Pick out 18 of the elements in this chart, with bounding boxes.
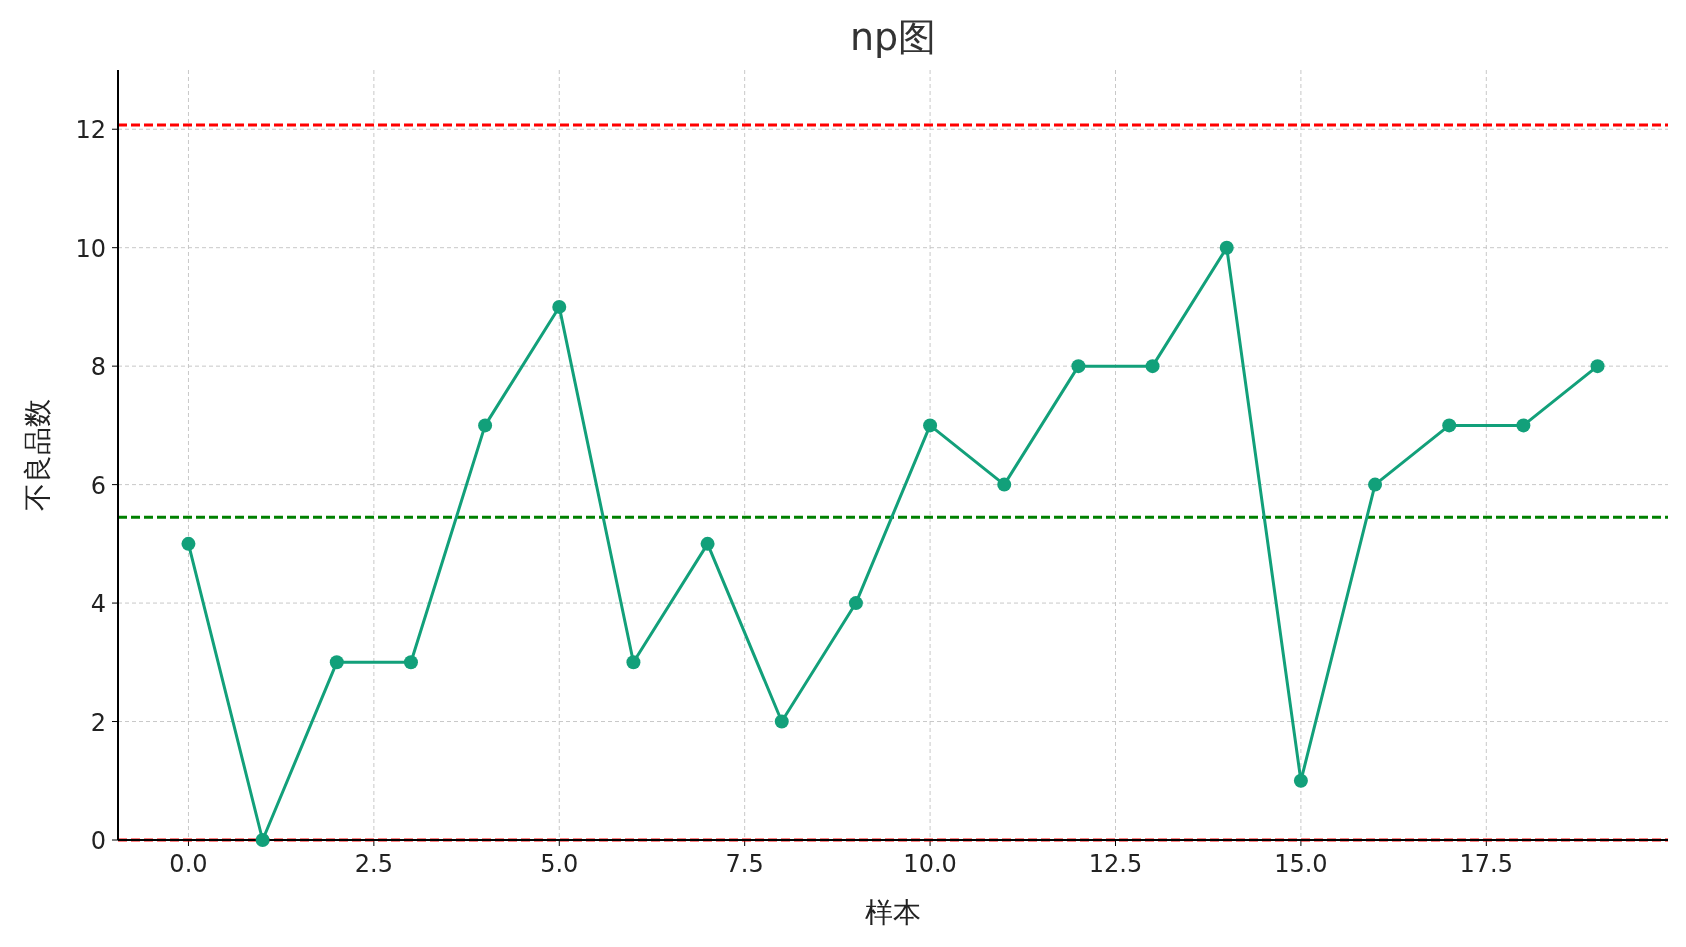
y-axis-title: 不良品数 [21,399,54,511]
x-tick-label: 5.0 [540,850,579,878]
y-tick-label: 4 [90,590,106,619]
y-tick-label: 6 [90,471,106,500]
x-axis-title: 样本 [865,896,921,929]
y-tick-label: 0 [90,827,106,855]
y-tick-label: 12 [75,116,106,145]
x-tick-label: 7.5 [725,850,764,878]
x-tick-label: 0.0 [169,850,208,878]
x-tick-label: 15.0 [1274,850,1328,878]
y-tick-label: 2 [90,708,106,737]
chart-title: np图 [849,15,937,59]
x-tick-label: 17.5 [1459,850,1514,878]
y-tick-label: 8 [90,353,106,382]
x-tick-label: 12.5 [1088,850,1143,878]
x-tick-label: 10.0 [903,850,957,878]
x-tick-label: 2.5 [354,850,393,878]
y-tick-label: 10 [75,234,106,263]
